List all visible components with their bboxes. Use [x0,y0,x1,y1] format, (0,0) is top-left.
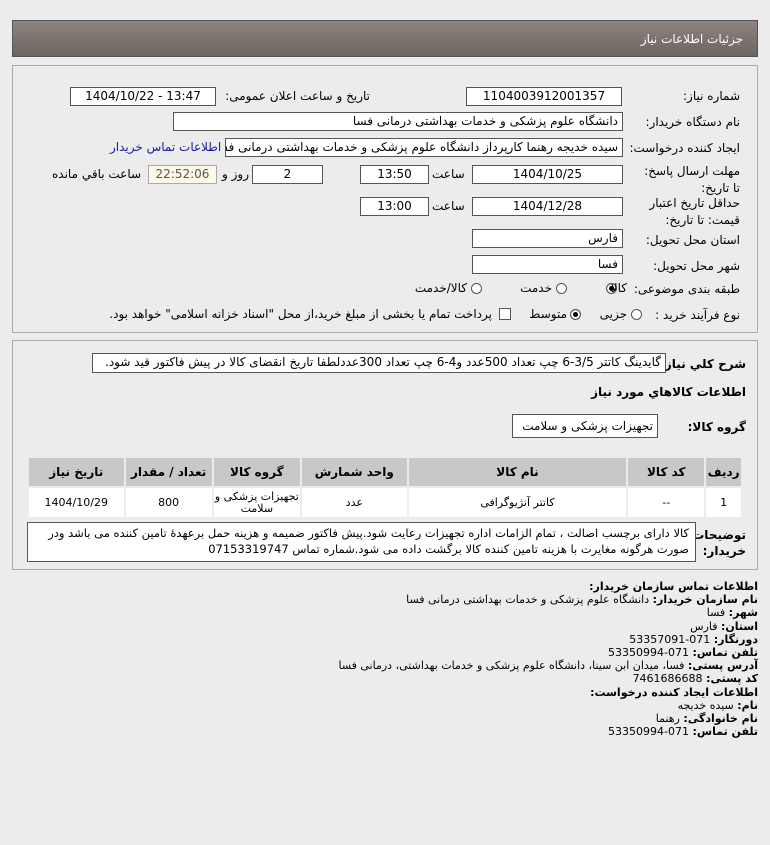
contact-title: اطلاعات تماس سازمان خریدار: [589,580,758,593]
city-field: فسا [472,255,623,274]
province-label: استان محل تحویل: [645,233,740,247]
treasury-payment-note: پرداخت تمام یا بخشی از مبلغ خرید،از محل … [109,307,492,321]
contact-province: استان: فارس [690,619,758,633]
description-label: شرح کلي نياز: [660,357,746,371]
col-date: تاریخ نیاز [29,458,124,486]
treasury-payment-checkbox[interactable] [499,308,511,320]
col-name: نام کالا [408,458,627,486]
table-header-row: ردیف کد کالا نام کالا واحد شمارش گروه کا… [29,458,741,486]
process-radio-partial[interactable] [631,309,642,320]
deadline-label: مهلت ارسال پاسخ: تا تاریخ: [644,164,740,195]
city-label: شهر محل تحویل: [653,259,740,273]
cell-name: کاتتر آنژیوگرافی [408,488,627,517]
validity-label: حداقل تاریخ اعتبار قیمت: تا تاریخ: [649,196,740,227]
need-number-field: 1104003912001357 [466,87,622,106]
process-radio-medium[interactable] [570,309,581,320]
buyer-label: نام دستگاه خریدار: [645,115,741,129]
validity-date-field: 1404/12/28 [472,197,623,216]
announce-field: 1404/10/22 - 13:47 [70,87,216,106]
goods-group-label: گروه کالا: [687,420,746,434]
process-label: نوع فرآیند خرید : [655,308,740,322]
cell-qty: 800 [125,488,212,517]
category-option-goods: کالا [610,281,627,295]
contact-org: نام سازمان خریدار: دانشگاه علوم پزشکی و … [406,593,758,607]
goods-table: ردیف کد کالا نام کالا واحد شمارش گروه کا… [27,456,743,519]
process-option-medium: متوسط [529,307,567,321]
category-radio-goods[interactable] [606,283,617,294]
deadline-time-label: ساعت [432,167,465,181]
contact-fax: دورنگار: 071-53357091 [629,632,758,646]
buyer-contact-link[interactable]: اطلاعات تماس خریدار [110,140,222,154]
goods-heading: اطلاعات کالاهاي مورد نياز [591,385,746,399]
category-label: طبقه بندی موضوعی: [633,282,740,296]
need-number-label: شماره نیاز: [683,89,740,103]
announce-label: تاریخ و ساعت اعلان عمومی: [225,89,370,103]
countdown-field: 22:52:06 [148,165,217,184]
category-option-goods-service: کالا/خدمت [414,281,467,295]
table-row: 1 -- کاتتر آنژیوگرافی عدد تجهیزات پزشکی … [29,488,741,517]
creator-family: نام خانوادگی: رهنما [655,711,758,725]
validity-time-label: ساعت [432,199,465,213]
col-code: کد کالا [628,458,705,486]
page-header: جزئیات اطلاعات نیاز [12,20,758,57]
deadline-date-field: 1404/10/25 [472,165,623,184]
col-group: گروه کالا [213,458,300,486]
col-row: ردیف [706,458,741,486]
cell-code: -- [628,488,705,517]
remaining-label: ساعت باقي مانده [52,167,142,181]
cell-row: 1 [706,488,741,517]
category-radio-goods-service[interactable] [471,283,482,294]
buyer-field: دانشگاه علوم پزشکی و خدمات بهداشتی درمان… [173,112,623,131]
col-unit: واحد شمارش [301,458,407,486]
page-title: جزئیات اطلاعات نیاز [640,32,743,46]
creator-label: ایجاد کننده درخواست: [629,141,740,155]
days-label: روز و [222,167,249,181]
category-radio-service[interactable] [556,283,567,294]
process-option-partial: جزیی [599,307,627,321]
contact-city: شهر: فسا [706,606,758,620]
days-remaining-field: 2 [252,165,323,184]
creator-info-title: اطلاعات ایجاد کننده درخواست: [590,685,758,699]
notes-field: کالا دارای برچسب اصالت ، تمام الزامات اد… [27,522,696,562]
validity-time-field: 13:00 [360,197,429,216]
province-field: فارس [472,229,623,248]
contact-phone: تلفن تماس: 071-53350994 [608,645,758,659]
goods-group-field: تجهیزات پزشکی و سلامت [512,414,658,438]
category-option-service: خدمت [520,281,552,295]
cell-unit: عدد [301,488,407,517]
cell-group: تجهیزات پزشکی و سلامت [213,488,300,517]
creator-phone: تلفن تماس: 071-53350994 [608,725,758,739]
cell-date: 1404/10/29 [29,488,124,517]
creator-field: سیده خدیجه رهنما کارپرداز دانشگاه علوم پ… [225,138,623,157]
creator-name: نام: سیده خدیجه [677,698,758,712]
contact-address: آدرس پستی: فسا، میدان ابن سینا، دانشگاه … [338,659,758,673]
col-qty: تعداد / مقدار [125,458,212,486]
notes-label: توضیحات خریدار: [692,528,746,558]
deadline-time-field: 13:50 [360,165,429,184]
contact-postal: کد پستی: 7461686688 [632,672,758,686]
description-field: گایدینگ کاتتر 3/5-6 چپ تعداد 500عدد و4-6… [92,353,666,373]
buyer-contact-section: اطلاعات تماس سازمان خریدار: نام سازمان خ… [158,580,758,738]
